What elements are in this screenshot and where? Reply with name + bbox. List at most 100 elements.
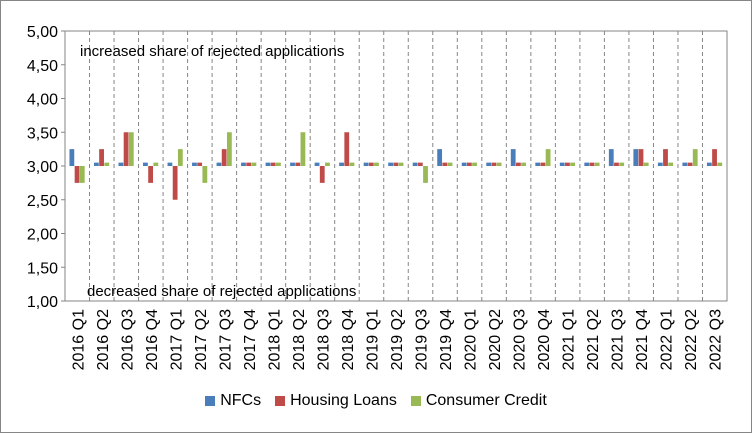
bar <box>687 162 693 166</box>
bar <box>496 162 502 166</box>
x-axis-ticks: 2016 Q1 2016 Q2 2016 Q3 2016 Q4 2017 Q1 2017 … <box>70 309 724 370</box>
bar-chart: 1,00 1,50 2,00 2,50 3,00 3,50 4,00 4,50 5,00 201… <box>27 24 728 370</box>
bar <box>633 149 639 166</box>
x-tick-label: 2021 Q4 <box>634 309 651 370</box>
bar <box>148 166 154 183</box>
bar <box>466 162 472 166</box>
bar <box>226 132 232 166</box>
bar <box>344 132 350 166</box>
bar <box>192 162 197 166</box>
bar <box>295 162 301 166</box>
x-tick-label: 2018 Q4 <box>340 309 357 370</box>
x-tick-label: 2020 Q3 <box>512 309 529 370</box>
bar <box>638 149 644 166</box>
bar <box>216 162 222 166</box>
bar <box>668 162 674 166</box>
bar <box>619 162 625 166</box>
legend-label: Housing Loans <box>290 392 397 409</box>
bar <box>412 162 418 166</box>
annotation-decreased: decreased share of rejected applications <box>87 283 356 300</box>
x-tick-label: 2017 Q3 <box>217 309 234 370</box>
bar <box>202 166 208 183</box>
x-tick-label: 2021 Q1 <box>561 309 578 370</box>
bar <box>349 162 355 166</box>
x-tick-label: 2016 Q1 <box>70 309 87 370</box>
legend-swatch <box>205 396 216 406</box>
bar <box>74 166 80 183</box>
x-tick-label: 2019 Q2 <box>389 309 406 370</box>
y-tick-label: 3,00 <box>27 159 58 176</box>
bar <box>594 162 600 166</box>
x-tick-label: 2020 Q2 <box>487 309 504 370</box>
bar <box>559 162 565 166</box>
bar <box>167 162 173 166</box>
y-tick-label: 3,50 <box>27 125 58 142</box>
bar <box>153 162 159 166</box>
bar <box>276 162 281 166</box>
x-tick-label: 2019 Q4 <box>438 309 455 370</box>
bar <box>270 162 276 166</box>
bar <box>93 162 99 166</box>
bar <box>319 166 325 183</box>
legend-item: Housing Loans <box>275 392 397 410</box>
bar <box>521 162 526 166</box>
bar <box>447 162 453 166</box>
legend-label: NFCs <box>220 392 262 409</box>
bar <box>123 132 129 166</box>
x-tick-label: 2021 Q2 <box>585 309 602 370</box>
bar <box>177 149 183 166</box>
bar <box>172 166 178 200</box>
bar <box>608 149 614 166</box>
bar <box>565 162 570 166</box>
x-tick-label: 2018 Q3 <box>315 309 332 370</box>
bar <box>584 162 590 166</box>
bar <box>692 149 698 166</box>
legend-swatch <box>410 396 421 406</box>
bar <box>290 162 295 166</box>
x-tick-label: 2020 Q1 <box>463 309 480 370</box>
bar <box>486 162 492 166</box>
bar <box>265 162 271 166</box>
bar <box>363 162 369 166</box>
bar <box>221 149 227 166</box>
x-tick-label: 2021 Q3 <box>610 309 627 370</box>
y-tick-label: 2,00 <box>27 227 58 244</box>
bar <box>393 162 399 166</box>
bar <box>99 149 104 166</box>
bar <box>545 149 551 166</box>
category-gridlines <box>89 31 703 301</box>
x-tick-label: 2019 Q3 <box>414 309 431 370</box>
bar <box>437 149 443 166</box>
x-tick-label: 2018 Q1 <box>266 309 283 370</box>
x-tick-label: 2016 Q3 <box>119 309 136 370</box>
y-tick-label: 1,00 <box>27 294 58 311</box>
x-tick-label: 2022 Q2 <box>683 309 700 370</box>
bar <box>300 132 306 166</box>
y-tick-label: 5,00 <box>27 24 58 41</box>
bar <box>643 162 649 166</box>
bar <box>241 162 246 166</box>
bar <box>423 166 428 183</box>
annotation-increased: increased share of rejected applications <box>80 43 344 60</box>
x-tick-label: 2016 Q2 <box>95 309 112 370</box>
bar <box>374 162 379 166</box>
bar <box>510 149 516 166</box>
bars <box>69 132 723 200</box>
y-axis-ticks: 1,00 1,50 2,00 2,50 3,00 3,50 4,00 4,50 5,00 <box>27 24 65 311</box>
bar <box>118 162 124 166</box>
bar <box>614 162 619 166</box>
bar <box>472 162 477 166</box>
bar <box>663 149 668 166</box>
bar <box>682 162 688 166</box>
bar <box>143 162 148 166</box>
bar <box>540 162 546 166</box>
bar <box>388 162 393 166</box>
x-tick-label: 2017 Q2 <box>193 309 210 370</box>
y-tick-label: 1,50 <box>27 260 58 277</box>
bar <box>246 162 252 166</box>
bar <box>368 162 374 166</box>
bar <box>717 162 723 166</box>
bar <box>589 162 595 166</box>
legend: NFCs Housing Loans Consumer Credit <box>0 390 752 412</box>
